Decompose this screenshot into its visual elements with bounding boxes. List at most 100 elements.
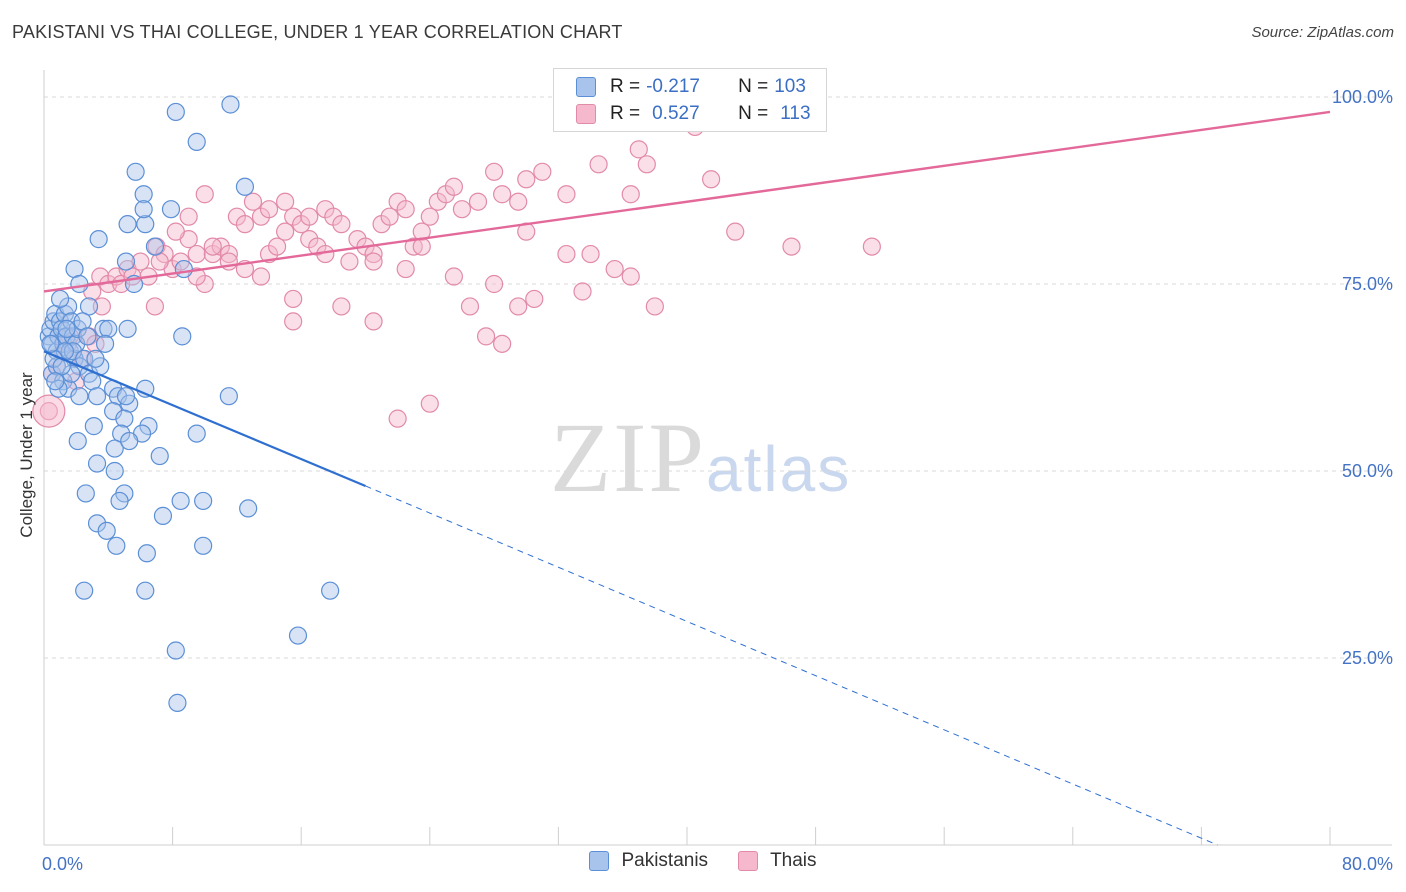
thai-point (267, 237, 287, 256)
x-tick-labels: 0.0% 80.0% (42, 854, 1393, 874)
thais-trendline (43, 110, 1331, 293)
source-note: Source: ZipAtlas.com (1251, 24, 1394, 41)
pakistani-point (95, 334, 115, 353)
pakistani-point (41, 334, 60, 353)
pakistani-point (78, 327, 97, 346)
legend-row-pakistanis: R = -0.217 N = 103 (576, 74, 806, 100)
thai-point (92, 297, 111, 316)
thai-point (629, 140, 648, 159)
watermark: ZIPatlas (550, 402, 852, 513)
y-tick-label: 25.0% (1342, 648, 1393, 668)
pakistani-point (86, 349, 105, 368)
chart-title: PAKISTANI VS THAI COLLEGE, UNDER 1 YEAR … (12, 22, 623, 42)
pakistani-point (105, 461, 124, 481)
pakistani-point (57, 319, 76, 338)
pakistani-point (126, 162, 145, 181)
thai-point (420, 207, 439, 226)
thai-point (573, 282, 592, 301)
legend-item-thais[interactable]: Thais (738, 850, 817, 872)
pakistanis-trendline-extension (365, 485, 1218, 846)
thais-legend-swatch (738, 851, 759, 871)
pakistani-point (194, 536, 213, 555)
thai-point (396, 200, 415, 219)
pakistani-point (50, 289, 70, 309)
pakistanis-legend-swatch (589, 851, 610, 871)
pakistani-point (105, 439, 124, 458)
pakistani-point (187, 132, 206, 151)
thai-point (276, 222, 295, 241)
thai-point (444, 267, 464, 286)
thai-point (605, 259, 624, 279)
pakistani-point (134, 185, 153, 204)
thai-point (340, 252, 359, 271)
thai-point (166, 222, 185, 241)
pakistani-point (115, 409, 134, 428)
thai-point (219, 244, 238, 264)
thai-point (476, 327, 496, 346)
pakistani-point (161, 200, 181, 219)
pakistani-point (166, 641, 185, 660)
thais-swatch (576, 104, 596, 124)
thai-point (525, 289, 544, 309)
pakistani-point (89, 230, 108, 249)
thai-point (203, 237, 222, 256)
pakistani-point (288, 626, 308, 645)
thai-point (131, 252, 150, 271)
x-tick-label: 0.0% (42, 854, 83, 874)
thai-point (621, 267, 640, 286)
thai-point (388, 409, 407, 428)
thai-point (364, 312, 383, 331)
pakistani-point (219, 387, 238, 406)
pakistani-point (174, 259, 193, 279)
pakistani-point (239, 499, 258, 518)
pakistani-point (107, 536, 126, 555)
thai-point (332, 215, 351, 234)
thai-point (452, 200, 472, 219)
pakistani-point (110, 491, 129, 511)
thai-point (493, 185, 512, 204)
thais-n-value: 113 (780, 103, 811, 124)
pakistani-point (136, 215, 155, 234)
y-tick-label: 100.0% (1332, 87, 1393, 107)
trendlines (43, 110, 1331, 846)
thai-point (581, 244, 600, 264)
y-tick-labels: 25.0% 50.0% 75.0% 100.0% (1332, 87, 1393, 668)
pakistanis-swatch (576, 77, 596, 97)
pakistani-point (134, 200, 153, 219)
axes (43, 70, 1392, 846)
thai-point (782, 237, 801, 256)
thai-point (645, 297, 664, 316)
thai-point (485, 162, 504, 181)
pakistanis-n-value: 103 (774, 76, 806, 97)
legend-item-pakistanis[interactable]: Pakistanis (589, 850, 708, 872)
thai-point (380, 207, 399, 226)
thai-point (179, 207, 198, 226)
pakistani-point (68, 431, 87, 451)
thai-point (195, 185, 214, 204)
pakistani-point (87, 514, 107, 533)
pakistani-point (187, 424, 206, 443)
pakistani-point (137, 544, 156, 563)
pakistani-point (70, 274, 89, 294)
pakistani-point (166, 102, 185, 122)
thai-point (557, 185, 576, 204)
pakistani-point (150, 446, 169, 466)
thai-point (862, 237, 881, 256)
thai-point (460, 297, 480, 316)
thai-point (637, 155, 656, 174)
thai-point (420, 394, 439, 413)
thais-r-value: 0.527 (652, 103, 700, 124)
pakistanis-trendline (43, 350, 366, 487)
pakistani-point (75, 581, 94, 600)
thai-point (332, 297, 351, 316)
pakistani-point (120, 431, 139, 451)
thai-point (485, 274, 504, 294)
pakistani-point (87, 387, 107, 406)
thai-point (284, 289, 303, 309)
pakistani-point (62, 364, 81, 383)
pakistani-point (84, 417, 103, 436)
thai-point (509, 297, 528, 316)
thai-point (251, 267, 271, 286)
thai-point (259, 200, 279, 219)
thai-point (300, 207, 319, 226)
